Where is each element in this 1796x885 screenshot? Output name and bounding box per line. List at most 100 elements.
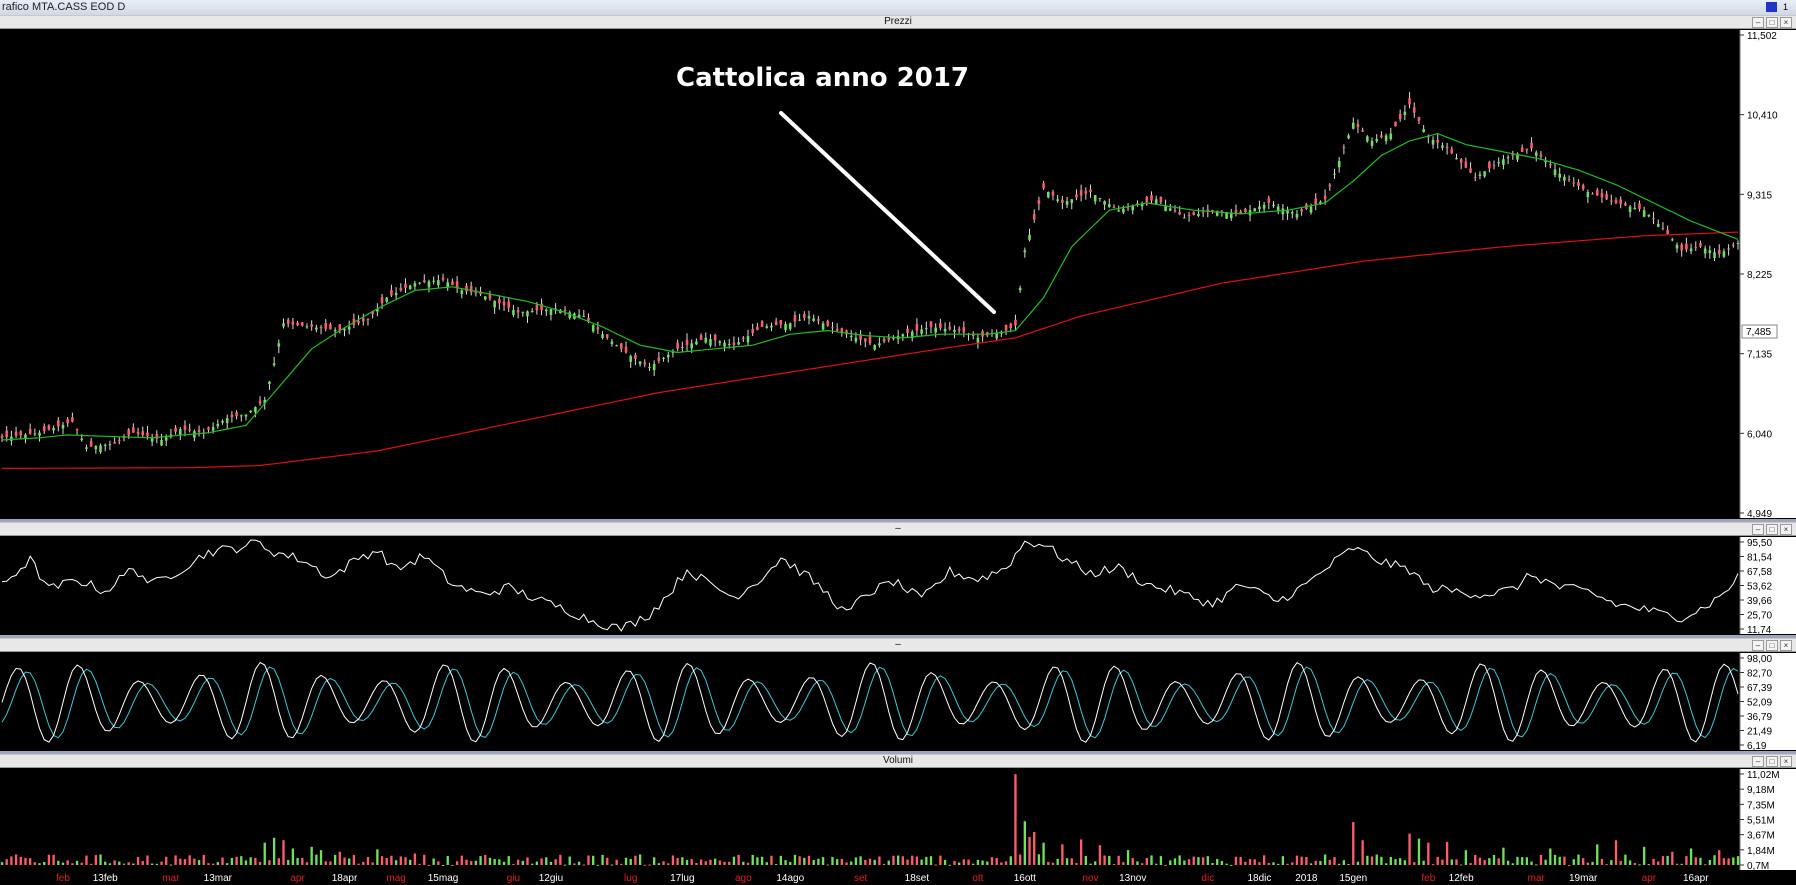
candle-body xyxy=(432,280,435,282)
volume-bar xyxy=(409,859,412,865)
volume-bar xyxy=(413,853,417,865)
candle-body xyxy=(1558,173,1561,178)
candle-body xyxy=(1347,135,1350,139)
volume-bar xyxy=(1277,863,1280,865)
candle-body xyxy=(774,321,778,326)
minimize-icon[interactable]: – xyxy=(1752,17,1764,28)
volume-bar xyxy=(1281,856,1285,865)
volume-bar xyxy=(197,860,201,865)
volume-bar xyxy=(939,855,942,865)
volume-bar xyxy=(540,858,543,865)
maximize-icon[interactable]: □ xyxy=(1766,640,1778,651)
candle-body xyxy=(1375,139,1379,142)
candle-body xyxy=(878,343,881,346)
candle-body xyxy=(1089,189,1092,192)
candle-body xyxy=(859,334,862,340)
close-icon[interactable]: × xyxy=(1780,640,1792,651)
candle-body xyxy=(71,417,74,422)
volume-bar xyxy=(1347,864,1350,866)
volume-bar xyxy=(789,862,792,865)
close-icon[interactable]: × xyxy=(1780,524,1792,535)
candle-body xyxy=(756,326,759,330)
candle-body xyxy=(549,309,553,315)
x-tick-label: 18dic xyxy=(1247,873,1271,884)
volume-bar xyxy=(1084,855,1087,865)
volume-bar xyxy=(390,855,393,865)
volume-bar xyxy=(1384,863,1388,865)
candle-body xyxy=(474,290,478,294)
volume-bar xyxy=(376,849,379,865)
volume-bar xyxy=(765,862,768,865)
candle-body xyxy=(422,280,426,282)
volume-bar xyxy=(1563,856,1566,865)
sma-long-line xyxy=(2,231,1739,469)
candle-body xyxy=(1520,147,1524,152)
volume-bar xyxy=(582,864,585,866)
candle-body xyxy=(1455,157,1458,160)
volume-bar xyxy=(709,859,712,865)
volume-bar xyxy=(784,860,787,865)
panel-splitter[interactable] xyxy=(0,519,1796,522)
window-menu-icon[interactable]: 1 xyxy=(1782,2,1788,12)
rsi-line xyxy=(1,539,1739,632)
candle-body xyxy=(1009,323,1013,329)
volume-bar xyxy=(1286,863,1289,865)
minimize-icon[interactable]: – xyxy=(1752,756,1764,767)
volume-bar xyxy=(873,859,876,865)
volume-bar xyxy=(43,862,46,865)
candle-body xyxy=(404,283,407,289)
volume-bar xyxy=(986,861,989,865)
volume-bar xyxy=(1445,841,1449,865)
candle-body xyxy=(1187,215,1191,217)
y-tick-label: 52,09 xyxy=(1747,698,1772,709)
candle-body xyxy=(57,420,60,427)
candle-body xyxy=(573,313,576,319)
volume-bar xyxy=(71,863,74,865)
volume-bar xyxy=(507,856,510,865)
volume-bar xyxy=(1305,857,1308,865)
candle-body xyxy=(1051,191,1055,196)
volume-bar xyxy=(1713,855,1716,865)
volume-bar xyxy=(315,854,318,865)
volume-bar xyxy=(1075,863,1078,865)
volume-bar xyxy=(427,864,431,866)
candle-body xyxy=(906,328,909,333)
candle-body xyxy=(1300,209,1303,212)
candle-body xyxy=(1600,192,1604,198)
candle-body xyxy=(835,328,839,331)
candle-body xyxy=(695,341,698,345)
candle-body xyxy=(981,331,984,337)
volume-bar xyxy=(226,863,229,865)
volume-bar xyxy=(770,855,773,865)
close-icon[interactable]: × xyxy=(1780,17,1792,28)
candle-body xyxy=(211,426,215,431)
candle-body xyxy=(352,318,356,326)
volume-bar xyxy=(746,862,750,865)
window-title: rafico MTA.CASS EOD D xyxy=(2,1,126,13)
maximize-icon[interactable]: □ xyxy=(1766,524,1778,535)
maximize-icon[interactable]: □ xyxy=(1766,756,1778,767)
volume-bar xyxy=(113,860,116,865)
volume-bar xyxy=(981,860,984,865)
volume-bar xyxy=(615,859,618,865)
volume-bar xyxy=(1450,859,1453,865)
maximize-icon[interactable]: □ xyxy=(1766,17,1778,28)
volume-bar xyxy=(85,855,88,865)
candle-body xyxy=(1450,149,1454,154)
candle-body xyxy=(1614,200,1618,203)
candle-body xyxy=(1647,214,1651,217)
minimize-icon[interactable]: – xyxy=(1752,524,1764,535)
volume-bar xyxy=(1094,861,1097,865)
close-icon[interactable]: × xyxy=(1780,756,1792,767)
volume-bar xyxy=(756,857,759,865)
sma-short-line xyxy=(1,132,1739,441)
volume-bar xyxy=(1732,857,1735,865)
volume-bar xyxy=(1037,854,1041,865)
window-icon[interactable] xyxy=(1766,2,1777,12)
minimize-icon[interactable]: – xyxy=(1752,640,1764,651)
panel-splitter[interactable] xyxy=(0,751,1796,754)
panel-splitter[interactable] xyxy=(0,635,1796,638)
candle-body xyxy=(230,414,234,418)
volume-bar xyxy=(52,854,55,865)
volume-bar xyxy=(1488,858,1491,865)
